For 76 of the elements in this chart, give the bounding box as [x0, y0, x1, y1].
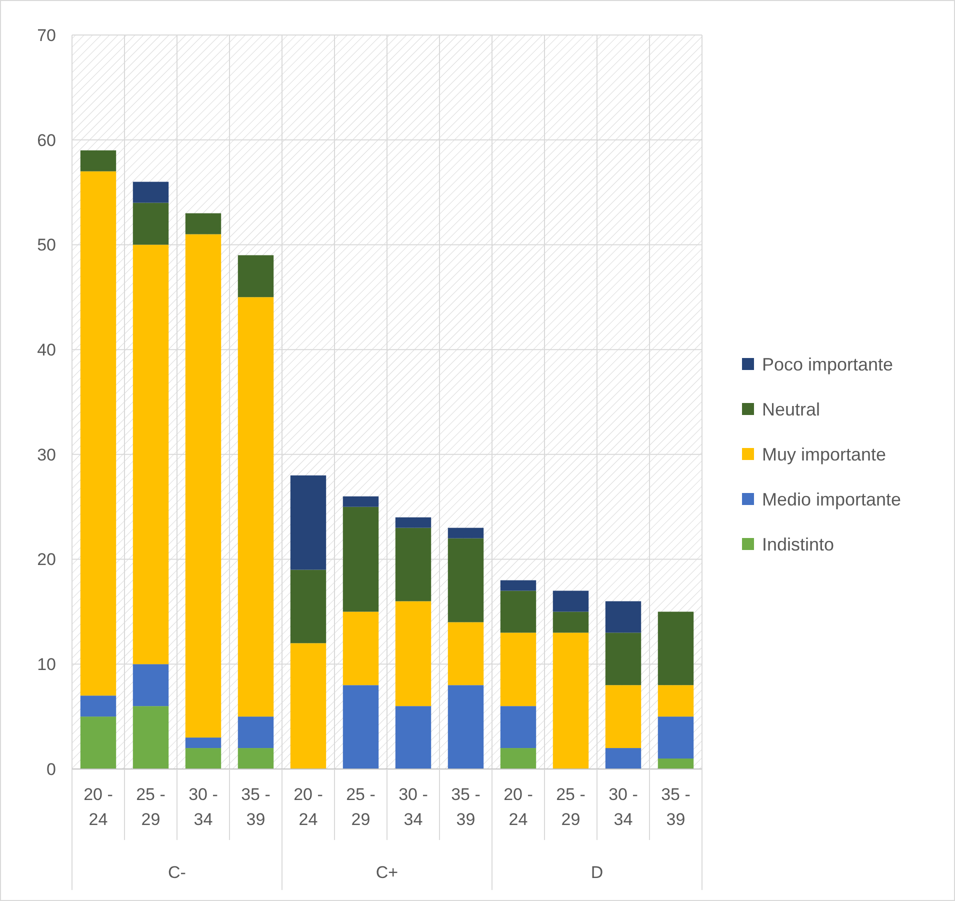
- bar: [80, 696, 116, 717]
- x-tick-label: 25 - 29: [556, 785, 586, 829]
- bar: [500, 748, 536, 769]
- text: C-: [168, 863, 186, 882]
- bar: [395, 601, 432, 706]
- x-tick-label: 35 - 39: [451, 785, 480, 829]
- bar: [290, 643, 326, 769]
- bar: [290, 570, 326, 644]
- y-tick-label: 40: [37, 340, 56, 360]
- bar: [395, 517, 432, 528]
- x-tick-label: 25 - 29: [136, 785, 166, 829]
- y-tick-label: 0: [46, 760, 56, 779]
- bar: [500, 706, 536, 748]
- bar: [552, 612, 589, 633]
- x-tick-label: 35 - 39: [661, 785, 690, 829]
- legend-label: Indistinto: [762, 534, 834, 554]
- bar: [132, 664, 169, 706]
- bar: [132, 244, 169, 664]
- x-tick-label: 30 - 34: [608, 785, 638, 829]
- y-tick-label: 70: [37, 26, 56, 45]
- bar: [238, 748, 274, 769]
- bar: [185, 234, 222, 738]
- x-tick-label: 30 - 34: [398, 785, 428, 829]
- legend-label: Medio importante: [762, 489, 902, 510]
- bar: [552, 590, 589, 612]
- bar: [448, 685, 484, 769]
- bar: [395, 528, 432, 602]
- bar: [185, 738, 222, 748]
- y-tick-label: 20: [37, 550, 56, 570]
- bar: [448, 528, 484, 538]
- x-tick-label: 25 - 29: [346, 785, 376, 829]
- bar: [238, 255, 274, 298]
- bar: [395, 706, 432, 769]
- bar: [500, 580, 536, 591]
- bar: [342, 496, 379, 507]
- bar: [658, 685, 694, 717]
- bar: [80, 716, 116, 769]
- text: C+: [376, 863, 398, 882]
- y-tick-label: 30: [37, 445, 56, 464]
- bar: [80, 171, 116, 696]
- bar: [290, 475, 326, 570]
- bar: [605, 632, 642, 686]
- bar: [132, 202, 169, 245]
- bar: [605, 601, 642, 633]
- bar: [448, 622, 484, 686]
- legend-label: Neutral: [762, 399, 820, 420]
- bar: [238, 716, 274, 748]
- bar: [658, 612, 694, 686]
- bar: [80, 150, 116, 172]
- bar: [185, 748, 222, 769]
- x-tick-label: 30 - 34: [188, 785, 218, 829]
- legend-label: Poco importante: [762, 354, 894, 374]
- x-tick-label: 20 - 24: [504, 785, 533, 829]
- y-tick-label: 50: [37, 236, 56, 255]
- bar: [342, 685, 379, 769]
- bar: [238, 297, 274, 717]
- bar: [185, 213, 222, 234]
- bar: [448, 538, 484, 622]
- bar: [342, 506, 379, 612]
- legend-label: Muy importante: [762, 444, 886, 464]
- bar: [132, 182, 169, 203]
- x-tick-label: 20 - 24: [294, 785, 323, 829]
- bar: [605, 748, 642, 769]
- bar: [605, 685, 642, 748]
- y-tick-label: 60: [37, 130, 56, 150]
- x-tick-label: 20 - 24: [84, 785, 113, 829]
- bar: [500, 590, 536, 633]
- bar: [552, 632, 589, 769]
- text: D: [590, 863, 604, 882]
- bar: [132, 706, 169, 769]
- bar: [658, 716, 694, 759]
- y-tick-label: 10: [37, 655, 56, 674]
- x-tick-label: 35 - 39: [241, 785, 270, 829]
- bar: [658, 758, 694, 769]
- bar: [342, 612, 379, 686]
- bar: [500, 632, 536, 706]
